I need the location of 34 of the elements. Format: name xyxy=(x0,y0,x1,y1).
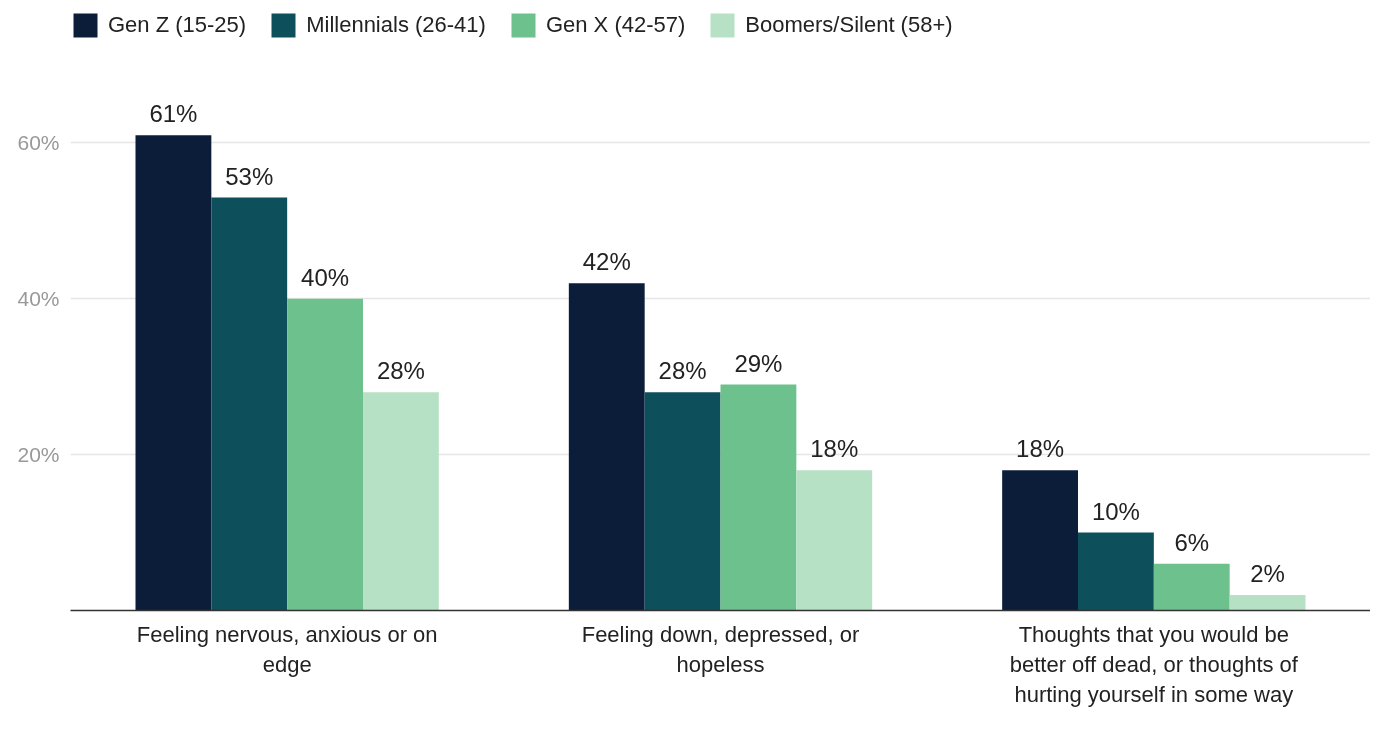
data-label: 53% xyxy=(225,162,274,190)
legend-label: Gen Z (15-25) xyxy=(108,11,247,39)
legend-label: Gen X (42-57) xyxy=(545,11,686,39)
data-label: 10% xyxy=(1091,497,1140,525)
data-label: 40% xyxy=(301,263,350,291)
y-tick-label: 20% xyxy=(17,443,60,467)
bar xyxy=(796,470,873,611)
bar xyxy=(135,135,212,611)
bar xyxy=(568,283,645,611)
bar xyxy=(1229,594,1306,611)
data-label: 42% xyxy=(582,248,631,276)
bar xyxy=(644,392,721,611)
bar xyxy=(363,392,439,611)
bar xyxy=(1153,563,1230,611)
data-label: 18% xyxy=(1016,435,1065,463)
x-tick-label: Feeling nervous, anxious or on edge xyxy=(136,621,438,677)
data-label: 28% xyxy=(376,357,425,385)
bar xyxy=(287,298,363,611)
data-label: 18% xyxy=(810,435,859,463)
bar xyxy=(720,384,797,611)
bar xyxy=(211,197,288,611)
data-label: 6% xyxy=(1174,528,1210,556)
x-tick-label: Thoughts that you would be better off dead, or thoughts of hurting yourself in some way xyxy=(1009,621,1299,707)
data-label: 61% xyxy=(149,100,198,128)
y-tick-label: 60% xyxy=(17,131,60,155)
legend-label: Boomers/Silent (58+) xyxy=(745,11,953,39)
data-label: 28% xyxy=(658,357,707,385)
y-tick-label: 40% xyxy=(17,287,60,311)
bar xyxy=(1002,470,1078,611)
legend-label: Millennials (26-41) xyxy=(306,11,486,39)
bar xyxy=(1078,532,1154,611)
data-label: 29% xyxy=(734,349,783,377)
x-tick-label: Feeling down, depressed, or hopeless xyxy=(581,621,860,677)
data-label: 2% xyxy=(1250,559,1285,587)
